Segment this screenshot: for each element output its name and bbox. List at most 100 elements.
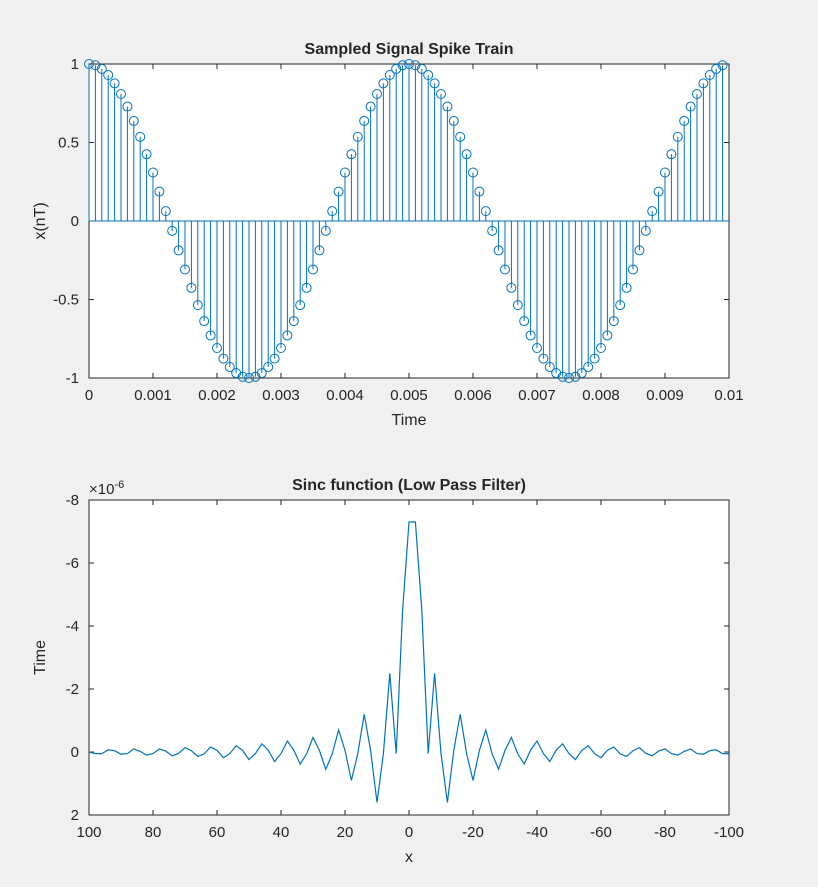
stem-marker <box>717 60 728 71</box>
sinc-chart-y-tick-label: 0 <box>71 744 79 761</box>
sinc-chart-x-tick-label: -60 <box>590 824 612 841</box>
stem-marker <box>372 88 382 99</box>
stem-marker <box>698 78 709 89</box>
sinc-chart-x-tick-label: -40 <box>526 824 548 841</box>
stem-chart-title: Sampled Signal Spike Train <box>305 41 514 58</box>
stem-chart-y-axis-label: x(nT) <box>32 202 49 239</box>
stem-marker <box>84 59 94 69</box>
stem-marker <box>628 264 638 275</box>
sinc-chart-title: Sinc function (Low Pass Filter) <box>292 477 526 494</box>
sinc-chart-x-tick-label: 80 <box>145 824 162 841</box>
stem-marker <box>148 167 158 178</box>
stem-marker <box>448 115 459 126</box>
stem-chart-y-tick-label: -1 <box>66 370 79 387</box>
stem-marker <box>96 63 107 74</box>
stem-marker <box>429 78 440 89</box>
sinc-chart-x-axis-label: x <box>405 849 413 866</box>
stem-marker <box>704 70 715 81</box>
stem-chart-x-axis-label: Time <box>392 412 427 429</box>
stem-marker <box>301 282 312 293</box>
stem-marker <box>519 316 530 327</box>
stem-marker <box>320 225 331 236</box>
stem-chart-y-tick-label: 0.5 <box>58 135 79 152</box>
sinc-chart-y-tick-label: -8 <box>66 492 79 509</box>
stem-marker <box>461 149 472 160</box>
stem-chart-y-tick-label: -0.5 <box>53 292 79 309</box>
sinc-chart-y-tick-label: 2 <box>71 807 79 824</box>
stem-marker <box>327 206 338 217</box>
sinc-chart-x-tick-label: -20 <box>462 824 484 841</box>
stem-marker <box>269 353 280 364</box>
stem-marker <box>199 316 210 327</box>
stem-marker <box>103 70 114 81</box>
stem-marker <box>602 330 613 341</box>
stem-marker <box>263 361 274 372</box>
stem-marker <box>231 368 242 379</box>
stem-chart-x-tick-label: 0 <box>85 387 93 404</box>
sinc-chart-x-tick-label: -80 <box>654 824 676 841</box>
sinc-chart-exponent-power: -6 <box>114 479 124 491</box>
stem-marker <box>538 353 549 364</box>
stem-marker <box>653 186 664 197</box>
stem-marker <box>378 78 389 89</box>
stem-marker <box>404 59 414 69</box>
stem-marker <box>672 131 683 142</box>
sinc-chart-y-tick-label: -6 <box>66 555 79 572</box>
stem-chart-x-tick-label: 0.003 <box>262 387 300 404</box>
stem-marker <box>576 368 587 379</box>
stem-marker <box>692 88 702 99</box>
stem-chart-x-tick-label: 0.007 <box>518 387 556 404</box>
stem-marker <box>224 361 235 372</box>
stem-marker <box>141 149 152 160</box>
stem-marker <box>621 282 632 293</box>
stem-marker <box>128 115 139 126</box>
stem-marker <box>173 245 184 256</box>
stem-marker <box>660 167 670 178</box>
stem-marker <box>564 373 574 383</box>
stem-marker <box>256 368 267 379</box>
stem-chart-y-tick-label: 1 <box>71 56 79 73</box>
stem-marker <box>154 186 165 197</box>
stem-marker <box>314 245 325 256</box>
stem-marker <box>276 343 286 354</box>
stem-marker <box>391 63 402 74</box>
stem-marker <box>455 131 466 142</box>
stem-marker <box>570 371 581 382</box>
sinc-chart-x-tick-label: 0 <box>405 824 413 841</box>
stem-marker <box>589 353 600 364</box>
stem-marker <box>308 264 318 275</box>
stem-chart-x-tick-label: 0.004 <box>326 387 364 404</box>
sinc-chart-y-tick-label: -2 <box>66 681 79 698</box>
stem-marker <box>167 225 178 236</box>
stem-marker <box>423 70 434 81</box>
stem-marker <box>218 353 229 364</box>
stem-chart-x-tick-label: 0.006 <box>454 387 492 404</box>
stem-marker <box>500 264 510 275</box>
stem-marker <box>359 115 370 126</box>
stem-marker <box>212 343 222 354</box>
stem-marker <box>186 282 197 293</box>
stem-marker <box>506 282 517 293</box>
stem-marker <box>640 225 651 236</box>
stem-marker <box>685 101 696 112</box>
stem-chart-x-tick-label: 0.01 <box>714 387 743 404</box>
sinc-chart-exponent-label: ×10-6 <box>89 479 124 498</box>
stem-chart-x-tick-label: 0.001 <box>134 387 172 404</box>
stem-marker <box>679 115 690 126</box>
sinc-chart-y-tick-label: -4 <box>66 618 79 635</box>
stem-marker <box>647 206 658 217</box>
stem-marker <box>397 60 408 71</box>
stem-chart-x-tick-label: 0.009 <box>646 387 684 404</box>
stem-marker <box>160 206 171 217</box>
stem-marker <box>410 60 421 71</box>
stem-marker <box>90 60 101 71</box>
stem-marker <box>436 88 446 99</box>
stem-marker <box>205 330 216 341</box>
stem-marker <box>333 186 344 197</box>
stem-marker <box>551 368 562 379</box>
stem-marker <box>480 206 491 217</box>
stem-marker <box>122 101 133 112</box>
sinc-chart-x-tick-label: 100 <box>76 824 101 841</box>
stem-marker <box>711 63 722 74</box>
stem-marker <box>532 343 542 354</box>
